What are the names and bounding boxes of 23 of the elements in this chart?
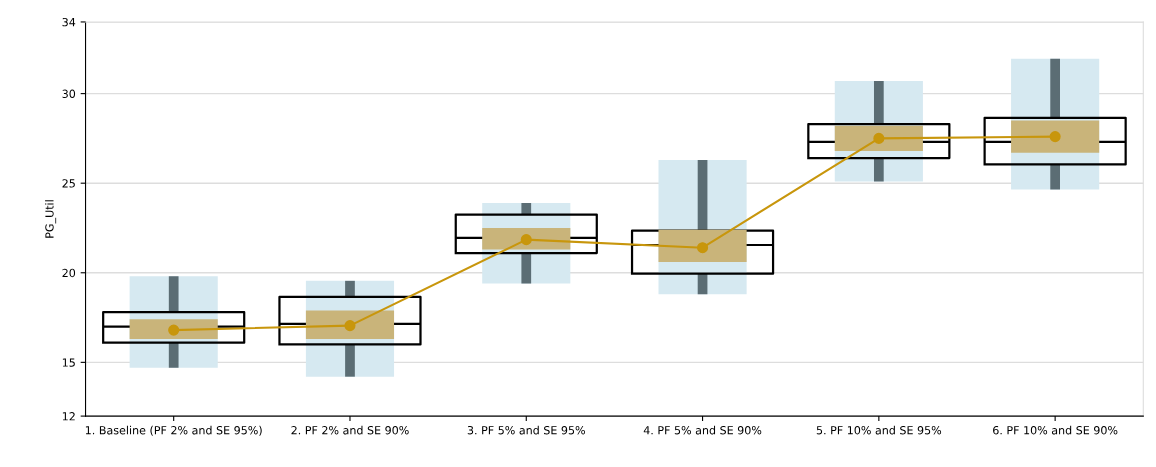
bar (305, 310, 395, 340)
y-tick-label: 25 (62, 179, 75, 188)
y-tick-label: 34 (62, 17, 76, 27)
point (344, 320, 356, 332)
x-tick-label: 5. PF 10% and SE 95% (816, 425, 942, 435)
point (168, 324, 180, 336)
x-tick-label: 6. PF 10% and SE 90% (993, 425, 1118, 435)
point (520, 234, 532, 246)
x-tick-label: 1. Baseline (PF 2% and SE 95%) (85, 425, 262, 436)
x-tick-label: 2. PF 2% and SE 90% (291, 425, 409, 435)
point (697, 242, 709, 254)
bar (1011, 120, 1100, 153)
point (873, 132, 885, 144)
point (1049, 131, 1061, 143)
y-axis-title: PG_Util (45, 200, 57, 238)
bar (834, 125, 923, 151)
x-tick-label: 4. PF 5% and SE 90% (643, 425, 762, 435)
x-tick-label: 3. PF 5% and SE 95% (467, 425, 585, 435)
y-tick-label: 15 (62, 358, 75, 367)
y-tick-label: 30 (62, 89, 76, 98)
bar (658, 229, 747, 263)
y-tick-label: 12 (62, 412, 75, 421)
y-tick-label: 20 (62, 268, 76, 278)
